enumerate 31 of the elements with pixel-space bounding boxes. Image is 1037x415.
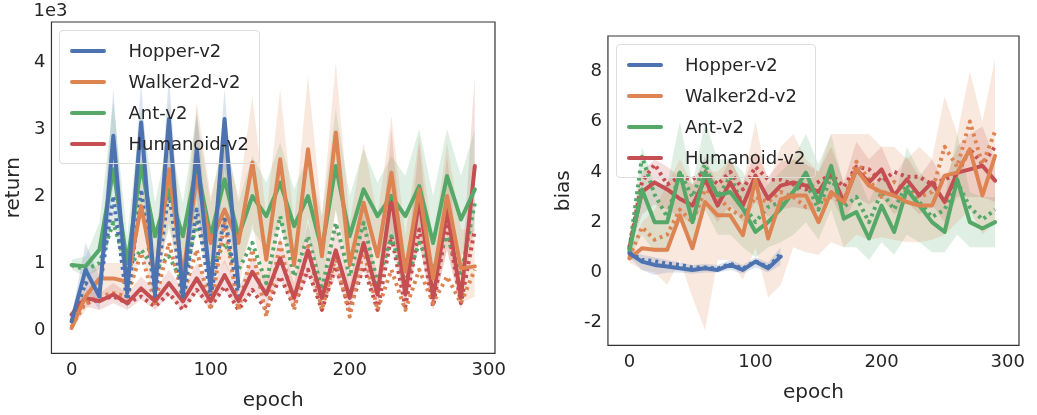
y-tick-label: 4 <box>34 49 46 71</box>
y-tick-label: -2 <box>583 310 602 332</box>
y-axis-title: bias <box>550 170 575 212</box>
y-tick-label: 4 <box>590 159 602 181</box>
x-axis-title: epoch <box>242 387 304 412</box>
legend-label: Hopper-v2 <box>128 40 222 61</box>
x-tick-label: 300 <box>990 349 1025 371</box>
x-tick-label: 300 <box>471 357 506 379</box>
y-tick-label: 6 <box>590 109 602 131</box>
x-tick-label: 100 <box>193 357 228 379</box>
x-tick-label: 0 <box>623 349 636 371</box>
y-tick-label: 8 <box>590 58 602 80</box>
x-tick-label: 200 <box>332 357 367 379</box>
y-tick-label: 1 <box>34 250 46 272</box>
legend-label: Ant-v2 <box>128 102 188 123</box>
legend-label: Hopper-v2 <box>684 54 778 75</box>
x-tick-label: 100 <box>738 349 773 371</box>
x-axis-title: epoch <box>783 379 844 404</box>
x-tick-label: 0 <box>65 357 78 379</box>
y-tick-label: 0 <box>34 317 46 339</box>
y-tick-label: 3 <box>34 116 46 138</box>
legend-label: Humanoid-v2 <box>684 147 806 168</box>
x-tick-label: 200 <box>864 349 899 371</box>
legend-label: Ant-v2 <box>684 116 744 137</box>
y-tick-label: 2 <box>590 209 602 231</box>
y-axis-title: return <box>0 157 25 219</box>
text: 1e3 <box>33 0 68 20</box>
y-tick-label: 0 <box>590 260 602 282</box>
y-tick-label: 2 <box>34 183 46 205</box>
legend-label: Walker2d-v2 <box>128 71 241 92</box>
legend-label: Walker2d-v2 <box>684 85 797 106</box>
